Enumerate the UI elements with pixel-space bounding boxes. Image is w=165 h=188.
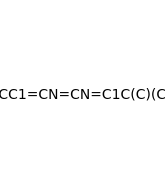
Text: NCC1=CN=CN=C1C(C)(C)F: NCC1=CN=CN=C1C(C)(C)F (0, 88, 165, 102)
